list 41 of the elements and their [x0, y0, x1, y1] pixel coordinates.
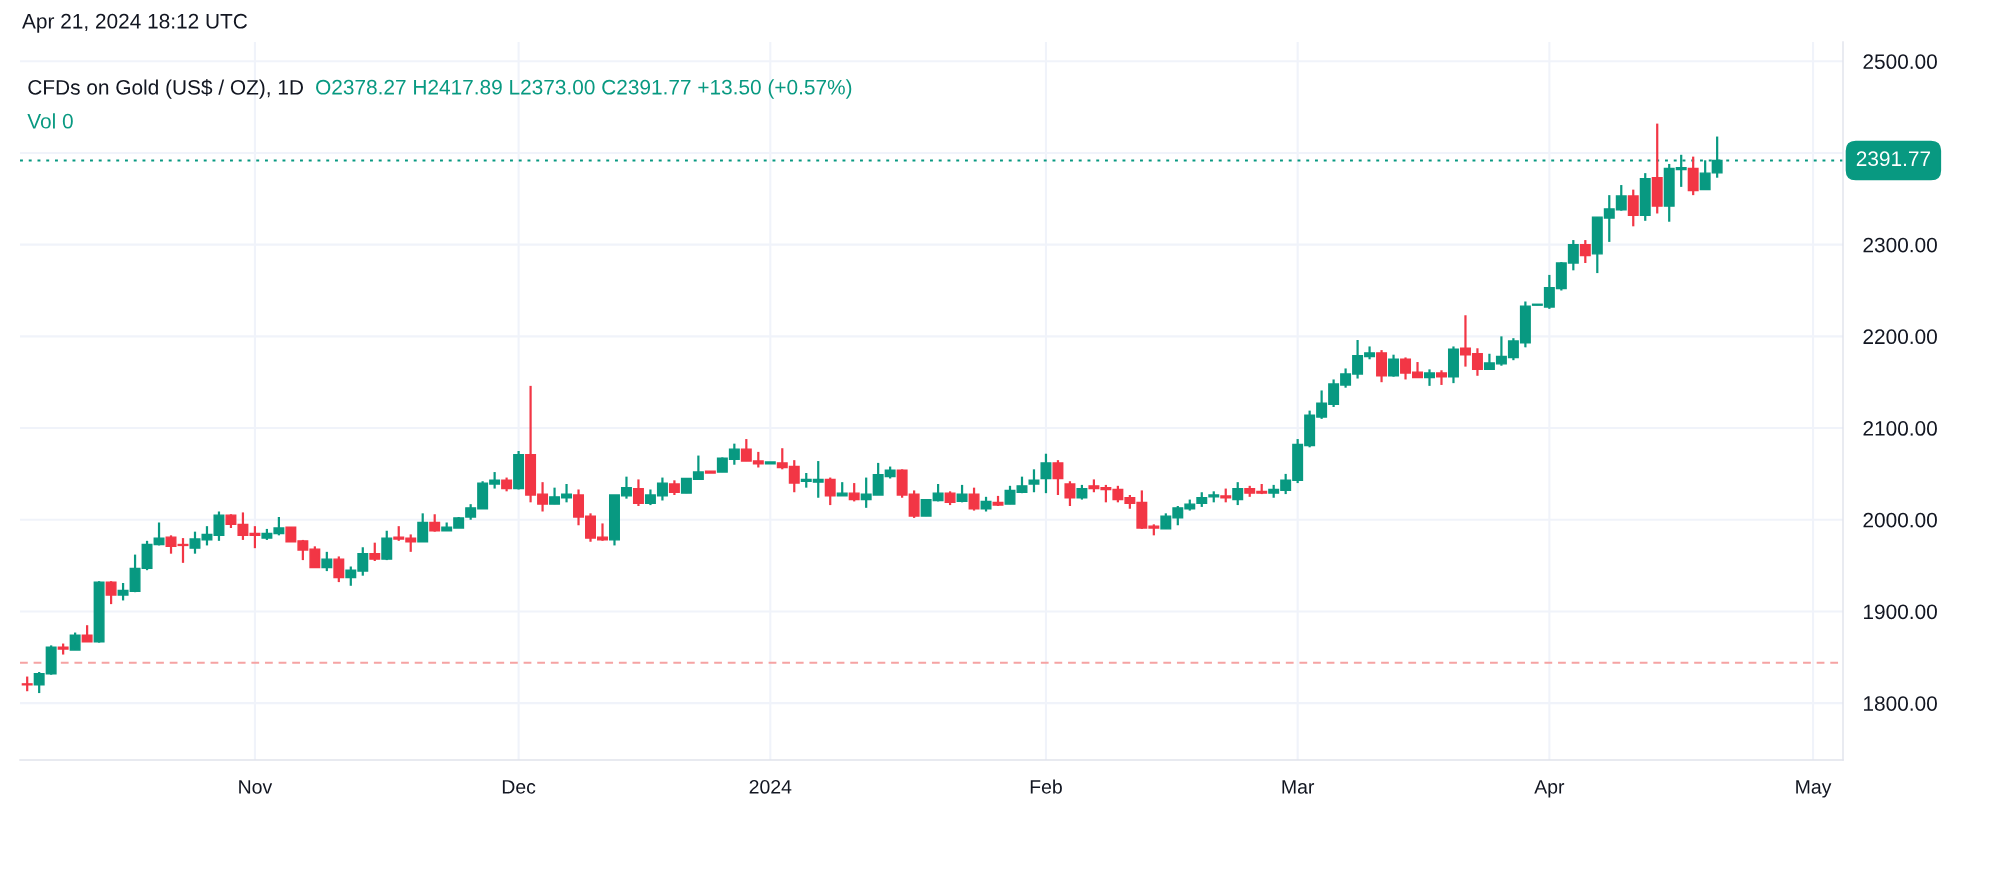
x-tick-label: 2024: [749, 779, 792, 794]
x-tick-label: Nov: [239, 780, 273, 794]
candlestick: [105, 580, 117, 606]
candlestick: [1052, 459, 1064, 497]
candlestick: [848, 481, 860, 503]
candlestick: [1064, 480, 1076, 508]
ref-line-label: 2391.77: [1856, 151, 1931, 167]
y-tick-label: 2500.00: [1863, 54, 1937, 70]
y-tick-label: 2000.00: [1863, 512, 1937, 528]
candlestick: [369, 541, 381, 563]
candlestick: [1232, 481, 1244, 507]
x-tick-label: Feb: [1030, 779, 1062, 794]
candlestick: [1028, 468, 1040, 494]
candlestick: [968, 486, 980, 512]
candlestick: [1579, 238, 1591, 265]
y-tick-label: 2100.00: [1863, 421, 1937, 436]
candlestick: [381, 529, 393, 562]
candlestick: [417, 512, 429, 543]
y-tick-label: 1900.00: [1864, 604, 1937, 620]
x-tick-label: Apr: [1534, 780, 1565, 798]
candlestick: [1687, 155, 1699, 197]
candlestick: [1627, 188, 1639, 228]
y-tick-label: 2300.00: [1863, 237, 1937, 253]
candlestick: [333, 555, 345, 584]
x-tick-label: Mar: [1282, 780, 1315, 794]
candlestick: [1376, 349, 1388, 384]
candlestick: [1004, 484, 1016, 506]
y-tick-label: 2200.00: [1863, 329, 1937, 345]
candlestick: [632, 478, 644, 508]
annotation: O2378.27 H2417.89 L2373.00 C2391.77 +13.50 (+0.57%): [316, 79, 852, 99]
annotation: Vol 0: [27, 113, 73, 129]
x-tick-label: May: [1796, 780, 1832, 798]
x-tick-label: Dec: [502, 780, 536, 794]
candlestick: [1040, 452, 1052, 495]
candlestick: [824, 476, 836, 507]
candlestick: [1388, 353, 1400, 378]
candlestick: [321, 550, 333, 573]
candlestick: [1435, 369, 1447, 387]
y-tick-label: 1800.00: [1864, 696, 1937, 711]
text: Apr 21, 2024 18:12 UTC: [22, 13, 248, 33]
text: CFDs on Gold (US$ / OZ), 1D: [28, 79, 303, 99]
